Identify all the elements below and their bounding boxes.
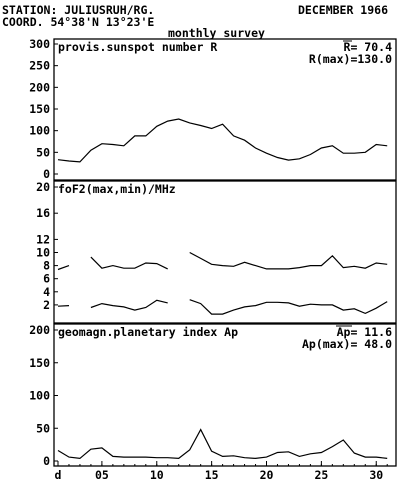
series-line [57,265,70,271]
series-line [90,256,168,270]
panel-stat: Ap(max)= 48.0 [302,337,392,351]
y-tick-label: 10 [36,246,50,260]
y-tick-label: 200 [29,323,50,337]
y-tick-label: 8 [43,259,50,273]
y-tick-label: 16 [36,206,50,220]
x-tick-label: 10 [150,468,164,480]
y-tick-label: 200 [29,80,50,94]
y-tick-label: 150 [29,102,50,116]
survey-label: monthly survey [168,26,265,40]
panel-title: geomagn.planetary index Ap [58,325,238,339]
x-tick-label: 20 [260,468,274,480]
series-line [189,251,388,270]
y-tick-label: 20 [36,180,50,194]
x-tick-label: 25 [314,468,328,480]
y-tick-label: 2 [43,298,50,312]
y-tick-label: 250 [29,59,50,73]
x-tick-label: 30 [369,468,383,480]
y-tick-label: 12 [36,232,50,246]
y-tick-label: 0 [43,167,50,181]
series-line [57,118,388,163]
x-tick-label: 15 [205,468,219,480]
x-tick-label: 05 [95,468,109,480]
x-tick-label: d [55,468,62,480]
panel-title: foF2(max,min)/MHz [58,182,176,196]
series-line [90,299,168,311]
panel-title: provis.sunspot number R [58,40,217,54]
y-tick-label: 4 [43,285,50,299]
coordinates-label: COORD. 54°38'N 13°23'E [2,15,155,29]
panel-frame [53,180,397,324]
y-tick-label: 150 [29,356,50,370]
y-tick-label: 0 [43,454,50,468]
panel-stat: R= 70.4 [344,40,393,54]
panel-stat: R(max)=130.0 [309,52,392,66]
y-tick-label: 100 [29,124,50,138]
series-line [57,428,388,460]
y-tick-label: 50 [36,421,50,435]
series-line [189,299,388,315]
series-line [57,305,70,307]
y-tick-label: 300 [29,37,50,51]
station-label: STATION: JULIUSRUH/RG. [2,3,155,17]
month-label: DECEMBER 1966 [298,3,389,17]
panel-stat: Ap= 11.6 [337,325,392,339]
y-tick-label: 6 [43,272,50,286]
y-tick-label: 50 [36,145,50,159]
y-tick-label: 100 [29,389,50,403]
